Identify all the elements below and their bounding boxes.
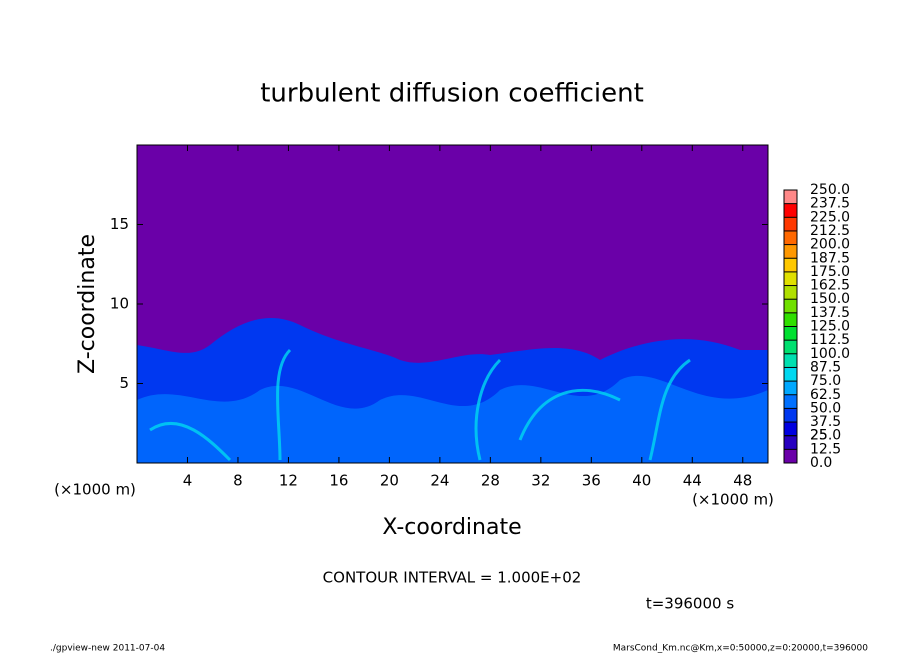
footer-left: ./gpview-new 2011-07-04 [50, 644, 165, 654]
x-tick-label: 24 [430, 472, 449, 490]
x-tick-label: 20 [380, 472, 399, 490]
colorbar-label: 62.5 [810, 387, 841, 403]
colorbar-label: 150.0 [810, 291, 850, 307]
x-tick-label: 12 [279, 472, 298, 490]
x-tick-label: 28 [481, 472, 500, 490]
colorbar-label: 50.0 [810, 400, 841, 416]
x-tick-label: 40 [632, 472, 651, 490]
colorbar-label: 137.5 [810, 305, 850, 321]
colorbar-band [784, 271, 797, 286]
colorbar-band [784, 449, 797, 463]
x-tick-label: 32 [531, 472, 550, 490]
colorbar-label: 112.5 [810, 332, 850, 348]
y-tick-label: 15 [110, 215, 129, 233]
colorbar-band [784, 312, 797, 327]
colorbar-label: 200.0 [810, 237, 850, 253]
colorbar-band [784, 435, 797, 450]
x-tick-label: 48 [733, 472, 752, 490]
chart-title: turbulent diffusion coefficient [260, 79, 644, 109]
colorbar-label: 0.0 [810, 455, 832, 471]
y-tick-label: 5 [119, 374, 129, 392]
colorbar-band [784, 203, 797, 218]
colorbar-label: 175.0 [810, 264, 850, 280]
y-unit: (×1000 m) [54, 481, 136, 499]
colorbar-label: 12.5 [810, 441, 841, 457]
y-tick-label: 10 [110, 295, 129, 313]
colorbar-label: 250.0 [810, 182, 850, 198]
colorbar-label: 87.5 [810, 359, 841, 375]
field-streak [149, 348, 691, 462]
colorbar-label: 212.5 [810, 223, 850, 239]
colorbar-label: 237.5 [810, 196, 850, 212]
colorbar-band [784, 367, 797, 382]
colorbar-band [784, 230, 797, 245]
colorbar-band [784, 285, 797, 300]
x-tick-label: 4 [183, 472, 193, 490]
colorbar-band [784, 326, 797, 341]
field-layer [137, 375, 768, 463]
colorbar-band [784, 258, 797, 272]
x-tick-label: 8 [233, 472, 243, 490]
colorbar-label: 162.5 [810, 278, 850, 294]
colorbar-band [784, 190, 797, 204]
colorbar-band [784, 394, 797, 409]
annotation: CONTOUR INTERVAL = 1.000E+02 [323, 569, 582, 587]
colorbar-label: 25.0 [810, 428, 841, 444]
x-tick-label: 36 [582, 472, 601, 490]
colorbar-band [784, 408, 797, 423]
x-tick-label: 44 [683, 472, 702, 490]
x-unit: (×1000 m) [692, 491, 774, 509]
colorbar-band [784, 244, 797, 259]
x-axis-label: X-coordinate [382, 515, 521, 540]
plot-area [136, 144, 769, 464]
colorbar-band [784, 299, 797, 313]
colorbar-label: 37.5 [810, 414, 841, 430]
colorbar-band [784, 353, 797, 368]
colorbar-band [784, 422, 797, 436]
colorbar-label: 187.5 [810, 250, 850, 266]
colorbar-band [784, 340, 797, 354]
colorbar-band [784, 217, 797, 231]
y-axis-label: Z-coordinate [75, 234, 100, 374]
colorbar-label: 125.0 [810, 319, 850, 335]
footer-right: MarsCond_Km.nc@Km,x=0:50000,z=0:20000,t=… [613, 644, 868, 654]
colorbar-label: 25 [810, 428, 828, 444]
colorbar-label: 75.0 [810, 373, 841, 389]
time-label: t=396000 s [646, 595, 734, 613]
colorbar-label: 100.0 [810, 346, 850, 362]
colorbar-band [784, 381, 797, 395]
x-tick-label: 16 [329, 472, 348, 490]
colorbar-label: 225.0 [810, 209, 850, 225]
